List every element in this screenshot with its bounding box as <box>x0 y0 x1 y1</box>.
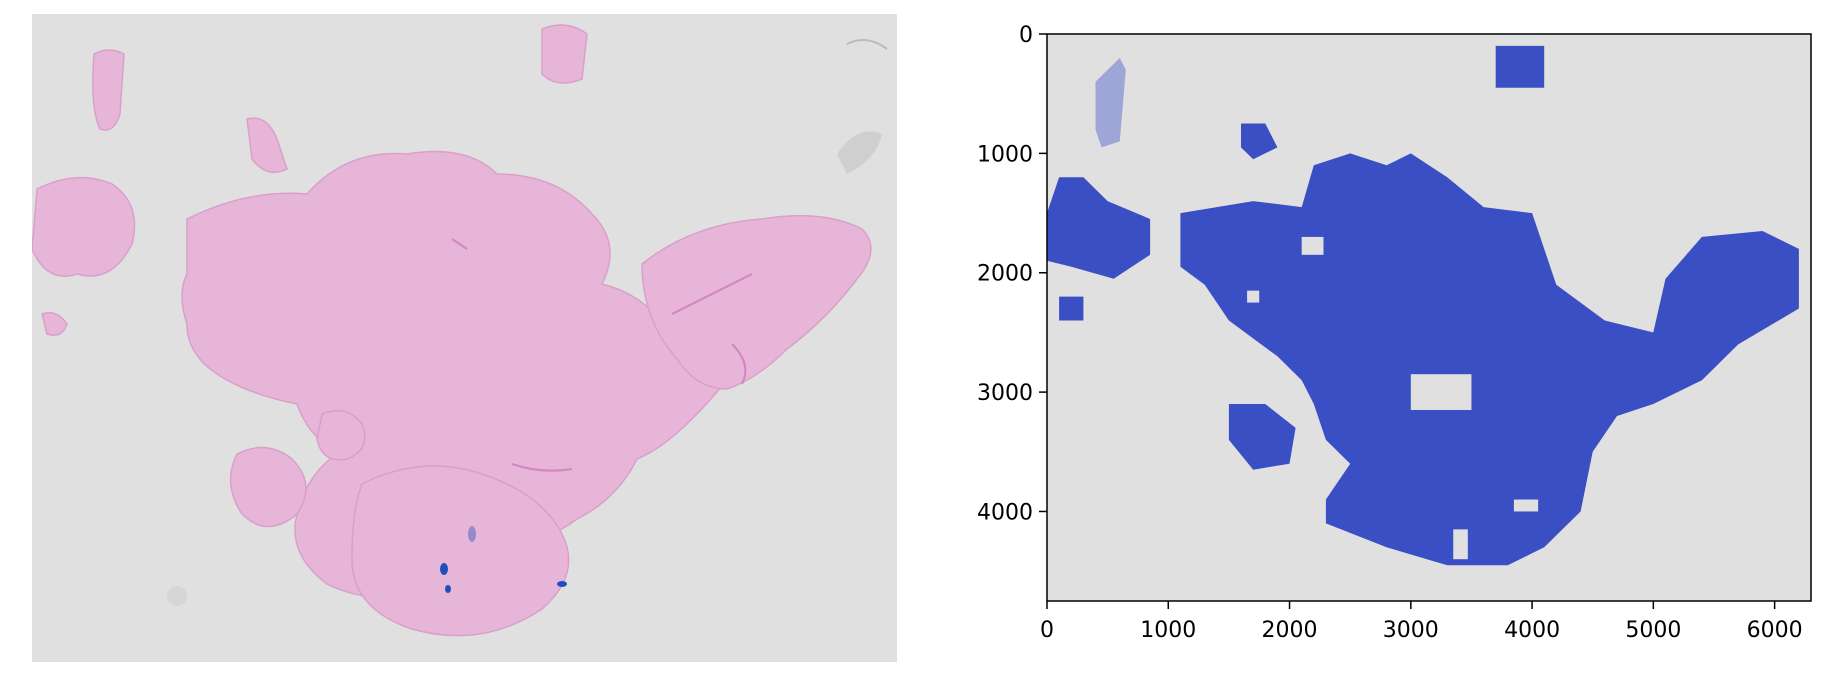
blue-mark <box>557 581 567 587</box>
tissue-streak <box>511 463 573 472</box>
dust-spot <box>167 586 187 606</box>
mask-hole <box>1247 290 1260 303</box>
y-tick-label: 4000 <box>977 500 1033 525</box>
y-tick-label: 3000 <box>977 381 1033 406</box>
mask-region <box>1228 404 1296 470</box>
tissue-streak <box>451 238 468 250</box>
mask-overlay-plot: 0 1000 2000 3000 4000 0 1000 2000 3000 4000 5000 6… <box>950 14 1830 685</box>
mask-hole <box>1301 236 1324 255</box>
mask-hole <box>1513 499 1539 512</box>
unmasked-fragment <box>1095 57 1126 148</box>
x-tick-label: 6000 <box>1747 618 1803 643</box>
y-tick-label: 2000 <box>977 262 1033 287</box>
mask-region <box>1059 296 1084 321</box>
mask-region <box>1180 153 1799 566</box>
debris <box>837 131 882 174</box>
tissue-fragment <box>246 117 288 174</box>
blue-mark <box>440 563 448 575</box>
mask-region <box>1495 45 1545 88</box>
tissue-right-lobe <box>641 214 872 390</box>
x-axis: 0 1000 2000 3000 4000 5000 6000 <box>1040 601 1803 643</box>
tissue-fragments <box>32 24 872 637</box>
x-tick-label: 5000 <box>1625 618 1681 643</box>
mask-region <box>1047 177 1151 279</box>
x-tick-label: 0 <box>1040 618 1054 643</box>
tissue-main-mass <box>181 150 747 599</box>
slide-thumbnail-svg <box>32 14 897 662</box>
debris-line <box>846 39 888 50</box>
tissue-streaks <box>451 238 753 472</box>
x-tick-label: 4000 <box>1504 618 1560 643</box>
tissue-fragment <box>41 312 68 336</box>
y-tick-label: 1000 <box>977 142 1033 167</box>
slide-thumbnail <box>32 14 897 662</box>
mask-hole <box>1453 529 1468 560</box>
tissue-fragment <box>92 49 125 131</box>
blue-mark <box>468 526 476 542</box>
y-axis: 0 1000 2000 3000 4000 <box>977 23 1047 525</box>
blue-ink-marks <box>440 526 567 593</box>
tissue-fragment <box>229 446 307 528</box>
tissue-streak <box>671 273 753 315</box>
tissue-streak <box>731 343 747 385</box>
plot-area <box>1047 34 1811 601</box>
tissue-fragment <box>541 24 588 84</box>
tissue-bottom-lobe <box>351 465 570 637</box>
mask-hole <box>1410 374 1472 411</box>
plot-svg: 0 1000 2000 3000 4000 0 1000 2000 3000 4000 5000 6… <box>977 23 1812 643</box>
plot-frame <box>1046 33 1812 602</box>
x-tick-label: 2000 <box>1262 618 1318 643</box>
tissue-fragment <box>32 176 136 277</box>
x-tick-label: 1000 <box>1140 618 1196 643</box>
tissue-fragment <box>316 409 366 461</box>
x-tick-label: 3000 <box>1383 618 1439 643</box>
mask-region <box>1241 123 1278 160</box>
blue-mark <box>445 585 451 593</box>
y-tick-label: 0 <box>1019 23 1033 48</box>
